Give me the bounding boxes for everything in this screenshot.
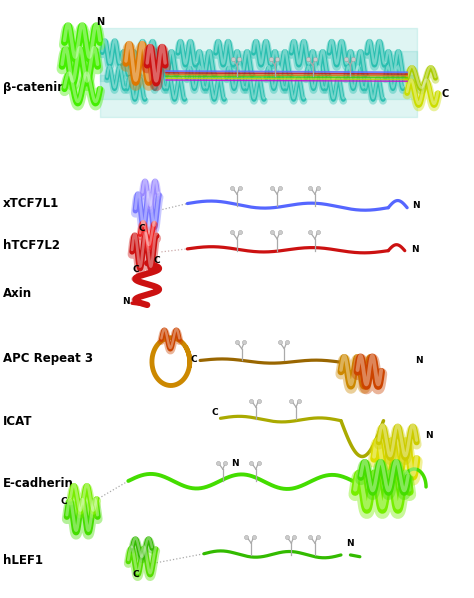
Text: N: N bbox=[122, 297, 130, 307]
Text: Axin: Axin bbox=[3, 286, 32, 300]
Text: N: N bbox=[231, 459, 238, 468]
Text: C: C bbox=[60, 498, 67, 507]
Text: N: N bbox=[96, 17, 104, 26]
Text: APC Repeat 3: APC Repeat 3 bbox=[3, 352, 93, 365]
Text: E-cadherin: E-cadherin bbox=[3, 477, 74, 490]
Text: N: N bbox=[411, 245, 419, 254]
Text: C: C bbox=[154, 256, 160, 265]
Text: C: C bbox=[132, 266, 139, 274]
Text: N: N bbox=[412, 202, 419, 210]
Text: N: N bbox=[415, 356, 423, 365]
Text: C: C bbox=[132, 570, 139, 579]
Text: N: N bbox=[346, 539, 354, 548]
Text: ICAT: ICAT bbox=[3, 415, 33, 428]
Text: N: N bbox=[426, 431, 433, 440]
Text: C: C bbox=[138, 224, 145, 233]
Text: hTCF7L2: hTCF7L2 bbox=[3, 239, 60, 252]
Text: hLEF1: hLEF1 bbox=[3, 554, 43, 567]
Text: C: C bbox=[211, 408, 218, 417]
Text: C: C bbox=[190, 355, 197, 364]
Text: C: C bbox=[441, 89, 448, 99]
Text: β-catenin: β-catenin bbox=[3, 81, 66, 94]
Text: xTCF7L1: xTCF7L1 bbox=[3, 197, 59, 210]
